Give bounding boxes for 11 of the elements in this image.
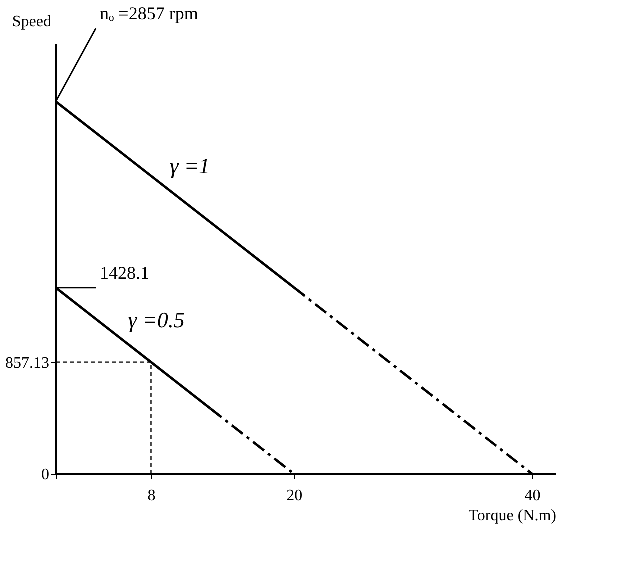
annotation: 1428.1 (100, 262, 150, 283)
x-tick-label: 8 (148, 488, 156, 504)
series-label: γ =0.5 (128, 307, 185, 332)
y-tick-label: 857.13 (6, 354, 50, 372)
y-tick-label: 0 (42, 466, 50, 484)
series-label: γ =1 (170, 154, 210, 179)
annotation: nₒ =2857 rpm (100, 4, 198, 24)
y-axis-title: Speed (12, 14, 52, 30)
x-tick-label: 40 (524, 488, 541, 504)
x-tick-label: 20 (286, 488, 303, 504)
x-axis-title: Torque (N.m) (468, 508, 556, 524)
